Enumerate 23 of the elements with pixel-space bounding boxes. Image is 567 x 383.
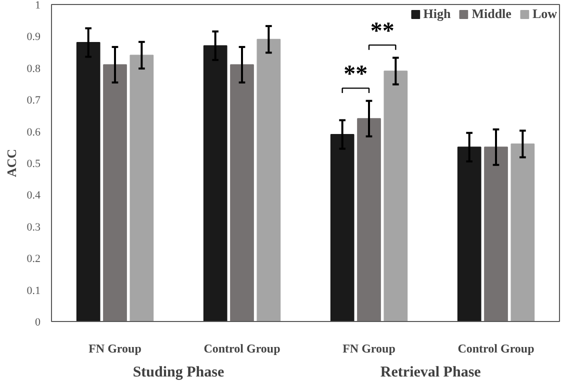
y-tick-label: 0.3 — [26, 221, 41, 234]
legend-label: Middle — [472, 6, 512, 22]
x-tick-label: Control Group — [458, 342, 535, 356]
y-axis-title: ACC — [4, 148, 19, 178]
y-tick-label: 0.4 — [26, 190, 41, 202]
x-tick-label: FN Group — [342, 342, 396, 356]
y-tick-label: 0.1 — [26, 284, 40, 297]
y-tick-label: 0.2 — [26, 253, 40, 266]
x-tick-label: FN Group — [88, 342, 142, 356]
text: Studing Phase — [132, 364, 224, 380]
y-tick-label: 0.6 — [26, 126, 41, 138]
y-tick-label: 0.8 — [26, 62, 41, 75]
y-tick-label: 0.5 — [26, 158, 41, 170]
annotation: ** — [344, 62, 368, 88]
y-tick-label: 1 — [35, 0, 40, 12]
legend-label: High — [423, 6, 451, 22]
x-tick-label: Control Group — [204, 342, 281, 356]
legend-label: Low — [532, 6, 557, 22]
y-tick-label: 0.9 — [26, 31, 41, 44]
annotation: ** — [370, 18, 394, 44]
y-tick-label: 0.7 — [26, 94, 41, 107]
text: Retrieval Phase — [380, 364, 482, 380]
y-tick-label: 0 — [35, 316, 41, 328]
